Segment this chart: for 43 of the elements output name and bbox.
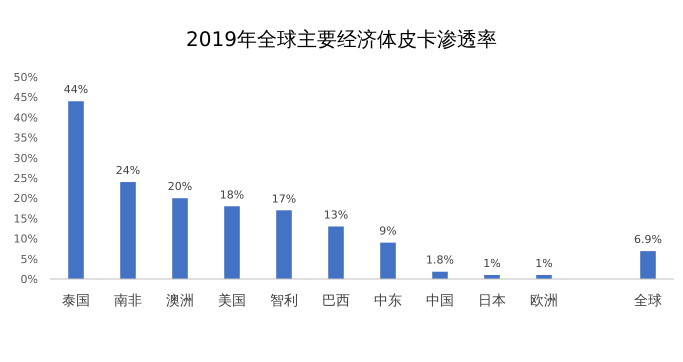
x-tick-label: 澳洲 bbox=[166, 293, 194, 309]
bar bbox=[380, 242, 396, 279]
data-label: 1% bbox=[535, 256, 553, 270]
bar bbox=[224, 206, 240, 279]
y-tick-label: 45% bbox=[14, 91, 38, 104]
y-tick-label: 50% bbox=[14, 71, 38, 84]
x-tick-label: 泰国 bbox=[62, 293, 90, 309]
data-label: 24% bbox=[116, 164, 140, 178]
y-tick-label: 25% bbox=[14, 172, 38, 185]
x-tick-label: 全球 bbox=[634, 293, 662, 309]
y-tick-label: 35% bbox=[14, 132, 38, 145]
data-label: 44% bbox=[64, 83, 88, 96]
x-tick-label: 欧洲 bbox=[530, 293, 558, 309]
data-label: 20% bbox=[168, 180, 192, 194]
data-label: 13% bbox=[324, 208, 348, 222]
data-label: 9% bbox=[379, 224, 397, 238]
data-label: 6.9% bbox=[634, 233, 662, 246]
bar bbox=[432, 272, 448, 279]
data-label: 1.8% bbox=[426, 254, 454, 267]
bar bbox=[640, 251, 656, 279]
x-tick-label: 智利 bbox=[270, 293, 298, 309]
bar bbox=[328, 226, 344, 279]
bar bbox=[172, 198, 188, 279]
x-tick-label: 巴西 bbox=[322, 293, 350, 309]
chart-title: 2019年全球主要经济体皮卡渗透率 bbox=[186, 27, 497, 51]
y-tick-label: 10% bbox=[14, 232, 38, 246]
y-tick-label: 20% bbox=[14, 192, 38, 206]
data-label: 18% bbox=[220, 188, 244, 202]
bar bbox=[276, 210, 292, 279]
y-tick-label: 5% bbox=[20, 252, 38, 266]
y-tick-label: 0% bbox=[20, 273, 38, 286]
y-tick-label: 30% bbox=[14, 152, 38, 165]
x-tick-label: 中国 bbox=[426, 293, 454, 309]
x-tick-label: 美国 bbox=[218, 293, 246, 309]
bar bbox=[120, 182, 136, 279]
x-tick-label: 中东 bbox=[374, 293, 402, 309]
y-tick-label: 40% bbox=[14, 111, 38, 124]
x-tick-label: 南非 bbox=[114, 293, 142, 309]
data-label: 17% bbox=[272, 192, 296, 206]
data-label: 1% bbox=[483, 256, 501, 270]
x-tick-label: 日本 bbox=[478, 293, 506, 309]
bar bbox=[68, 101, 84, 279]
y-tick-label: 15% bbox=[14, 212, 38, 226]
